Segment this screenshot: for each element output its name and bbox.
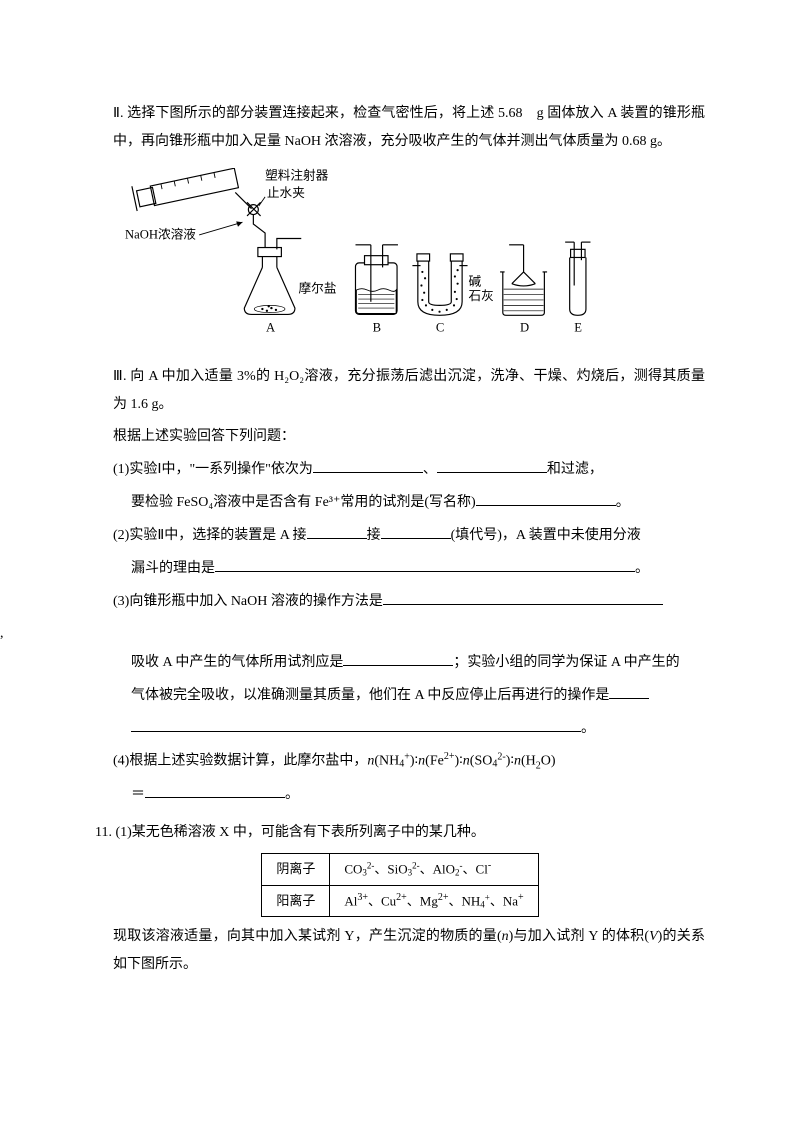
q4-blank1 — [145, 780, 285, 798]
q3-blank3 — [609, 681, 649, 699]
valve-label: 止水夹 — [267, 186, 305, 200]
question-4-line1: (4)根据上述实验数据计算，此摩尔盐中，n(NH4+)∶n(Fe2+)∶n(SO… — [95, 747, 705, 776]
ion-table: 阴离子 CO32-、SiO32-、AlO2-、Cl- 阳离子 Al3+、Cu2+… — [261, 853, 538, 917]
q4-text-b: ＝ — [131, 787, 145, 802]
label-b: B — [373, 321, 381, 335]
q3-text-d: 气体被完全吸收，以准确测量其质量，他们在 A 中反应停止后再进行的操作是 — [131, 688, 609, 703]
label-a: A — [266, 321, 276, 335]
cation-label-cell: 阳离子 — [262, 885, 330, 916]
label-e: E — [574, 321, 582, 335]
q4-text-a: (4)根据上述实验数据计算，此摩尔盐中， — [113, 753, 367, 768]
section3-text: Ⅲ. 向 A 中加入适量 3%的 H₂O₂溶液，充分振荡后滤出沉淀，洗净、干燥、… — [95, 363, 705, 419]
anion-label-cell: 阴离子 — [262, 854, 330, 885]
q1-blank1 — [313, 455, 423, 473]
question-3-line2: 吸收 A 中产生的气体所用试剂应是 ；实验小组的同学为保证 A 中产生的 — [95, 648, 705, 677]
table-row: 阳离子 Al3+、Cu2+、Mg2+、NH4+、Na+ — [262, 885, 538, 916]
table-row: 阴离子 CO32-、SiO32-、AlO2-、Cl- — [262, 854, 538, 885]
stray-comma: , — [0, 620, 705, 648]
q3-blank1 — [383, 587, 663, 605]
cation-values-cell: Al3+、Cu2+、Mg2+、NH4+、Na+ — [330, 885, 538, 916]
apparatus-diagram: 塑料注射器 止水夹 NaOH浓溶液 — [125, 168, 595, 351]
bottle-b — [355, 245, 397, 315]
u-tube-label1: 碱 — [468, 274, 481, 288]
u-tube-label2: 石灰 — [468, 289, 493, 303]
q1-text-b: 和过滤， — [547, 462, 603, 477]
question-11-intro: 11. (1)某无色稀溶液 X 中，可能含有下表所列离子中的某几种。 — [95, 819, 705, 847]
question-11-para: 现取该溶液适量，向其中加入某试剂 Y，产生沉淀的物质的量(n)与加入试剂 Y 的… — [95, 923, 705, 979]
syringe — [132, 168, 252, 211]
q2-text-c: 漏斗的理由是 — [131, 561, 215, 576]
u-tube-c — [412, 254, 467, 315]
question-1-line2: 要检验 FeSO₄溶液中是否含有 Fe³⁺常用的试剂是(写名称)。 — [95, 488, 705, 517]
question-3-line3: 气体被完全吸收，以准确测量其质量，他们在 A 中反应停止后再进行的操作是 — [95, 681, 705, 710]
q2-text-a: (2)实验Ⅱ中，选择的装置是 A 接 — [113, 528, 307, 543]
flask-a — [244, 238, 301, 314]
q2-blank1 — [307, 521, 367, 539]
q1-text-a: (1)实验Ⅰ中，"一系列操作"依次为 — [113, 462, 313, 477]
syringe-label: 塑料注射器 — [265, 168, 329, 183]
q3-text-b: 吸收 A 中产生的气体所用试剂应是 — [131, 655, 343, 670]
q3-text-a: (3)向锥形瓶中加入 NaOH 溶液的操作方法是 — [113, 594, 383, 609]
question-2-line2: 漏斗的理由是。 — [95, 554, 705, 583]
section2-text: Ⅱ. 选择下图所示的部分装置连接起来，检查气密性后，将上述 5.68 g 固体放… — [95, 100, 705, 156]
q3-text-e: 。 — [581, 721, 595, 736]
question-1-line1: (1)实验Ⅰ中，"一系列操作"依次为、和过滤， — [95, 455, 705, 484]
q1-blank3 — [476, 488, 616, 506]
naoh-label: NaOH浓溶液 — [125, 227, 196, 241]
q3-blank2 — [343, 648, 453, 666]
q2-text-b: (填代号)，A 装置中未使用分液 — [451, 528, 641, 543]
stopcock — [247, 202, 261, 216]
test-tube-e — [565, 242, 590, 315]
question-3-line1: (3)向锥形瓶中加入 NaOH 溶液的操作方法是 — [95, 587, 705, 616]
questions-intro: 根据上述实验回答下列问题： — [95, 423, 705, 451]
question-4-line2: ＝。 — [95, 780, 705, 809]
label-d: D — [520, 321, 529, 335]
q2-blank3 — [215, 554, 635, 572]
question-2-line1: (2)实验Ⅱ中，选择的装置是 A 接 接 (填代号)，A 装置中未使用分液 — [95, 521, 705, 550]
question-3-line4: 。 — [95, 714, 705, 743]
q2-joiner: 接 — [367, 528, 381, 543]
q1-blank2 — [437, 455, 547, 473]
beaker-d — [500, 245, 547, 315]
flask-salt-label: 摩尔盐 — [299, 281, 337, 296]
q1-text-c: 要检验 FeSO₄溶液中是否含有 Fe³⁺常用的试剂是(写名称) — [131, 495, 476, 510]
q2-blank2 — [381, 521, 451, 539]
label-c: C — [436, 321, 444, 335]
anion-values-cell: CO32-、SiO32-、AlO2-、Cl- — [330, 854, 538, 885]
q3-text-c: ；实验小组的同学为保证 A 中产生的 — [453, 655, 679, 670]
q3-blank4 — [131, 714, 581, 732]
